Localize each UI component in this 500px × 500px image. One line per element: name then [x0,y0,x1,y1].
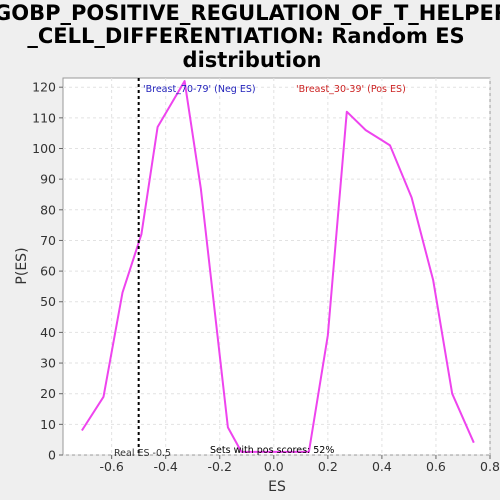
x-axis-label: ES [268,479,286,495]
x-tick-label: -0.2 [208,459,232,474]
y-axis-label: P(ES) [14,247,30,284]
y-tick-label: 90 [40,172,56,187]
plot-area [62,77,491,456]
pos-es-annotation: 'Breast_30-39' (Pos ES) [296,84,406,95]
x-tick-label: 0.6 [426,459,446,474]
x-tick-label: 0.4 [372,459,392,474]
chart-title-line-1: GOBP_POSITIVE_REGULATION_OF_T_HELPER [0,1,500,25]
es-distribution-line [81,80,475,453]
x-tick-label: -0.4 [154,459,178,474]
neg-es-annotation: 'Breast_70-79' (Neg ES) [143,84,256,95]
x-tick-label: 0.8 [480,459,500,474]
y-tick-label: 70 [40,233,56,248]
y-tick-label: 0 [48,448,56,463]
y-tick-label: 40 [40,325,56,340]
real-es-annotation: Real ES -0.5 [114,448,171,459]
y-tick-label: 100 [32,141,56,156]
x-tick-label: -0.6 [99,459,123,474]
chart-title: GOBP_POSITIVE_REGULATION_OF_T_HELPER _CE… [0,1,500,72]
series-layer [81,80,475,453]
y-tick-label: 50 [40,294,56,309]
x-tick-label: 0.0 [264,459,284,474]
y-tick-label: 10 [40,417,56,432]
y-tick-label: 120 [32,80,56,95]
chart-title-line-2: _CELL_DIFFERENTIATION: Random ES [27,24,464,48]
axis-ticks: -0.6 -0.4 -0.2 0.0 0.2 0.4 0.6 0.8 0 10 20 30 40 50 60… [32,80,500,474]
y-tick-label: 110 [32,110,56,125]
y-tick-label: 20 [40,386,56,401]
y-tick-label: 80 [40,202,56,217]
x-tick-label: 0.2 [318,459,338,474]
y-tick-label: 30 [40,356,56,371]
chart-title-line-3: distribution [183,48,322,72]
y-tick-label: 60 [40,264,56,279]
pos-scores-annotation: Sets with pos scores: 52% [210,445,334,456]
